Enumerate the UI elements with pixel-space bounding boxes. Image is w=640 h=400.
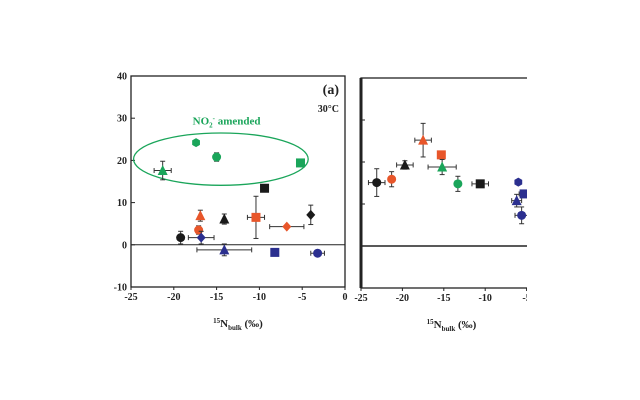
amended-ellipse xyxy=(132,132,309,186)
point-triangle xyxy=(399,159,410,170)
point-hexagon xyxy=(192,138,200,148)
point-circle xyxy=(313,248,323,258)
y-tick-label: 0 xyxy=(122,240,127,251)
condition-label: 30°C xyxy=(318,104,339,115)
point-square xyxy=(519,189,527,199)
x-tick-label: -25 xyxy=(124,292,137,303)
y-tick-label: 20 xyxy=(117,156,127,167)
xlabel-main: N xyxy=(434,319,442,331)
data-point xyxy=(414,122,432,158)
point-hexagon xyxy=(514,177,523,187)
xlabel-sub: bulk xyxy=(442,325,456,333)
x-tick-label: -15 xyxy=(437,293,450,304)
data-point xyxy=(212,152,222,162)
amended-rest: amended xyxy=(215,116,261,128)
x-tick-label: -5 xyxy=(298,292,306,303)
plot-frame xyxy=(130,75,346,288)
data-point xyxy=(471,179,490,189)
data-point xyxy=(153,160,172,181)
y-tick-label: 10 xyxy=(117,198,127,209)
xlabel-sub: bulk xyxy=(228,324,242,332)
data-point xyxy=(453,175,463,192)
point-triangle xyxy=(219,244,230,255)
data-point xyxy=(246,195,266,239)
data-point xyxy=(219,213,230,225)
point-circle xyxy=(176,233,186,243)
panel-label: (a) xyxy=(323,83,340,98)
amended-sub: 2 xyxy=(209,122,213,130)
data-point xyxy=(427,158,457,176)
amended-main: NO xyxy=(193,116,210,128)
point-circle xyxy=(372,178,382,188)
data-point xyxy=(187,230,215,245)
point-circle xyxy=(387,174,397,184)
point-triangle xyxy=(219,213,230,224)
data-point xyxy=(310,248,325,258)
point-square xyxy=(260,183,270,193)
xlabel-sup: 15 xyxy=(213,317,221,325)
data-point xyxy=(195,209,206,222)
data-point xyxy=(196,243,253,257)
x-tick-label: -15 xyxy=(210,292,223,303)
x-tick-label: -5 xyxy=(522,293,530,304)
x-tick-label: -10 xyxy=(479,293,492,304)
data-point xyxy=(396,159,414,170)
point-diamond xyxy=(196,232,206,243)
data-point xyxy=(192,138,200,148)
amended-sup: - xyxy=(213,115,216,123)
data-point xyxy=(518,189,527,199)
x-tick-label: -25 xyxy=(354,293,367,304)
point-square xyxy=(251,212,261,222)
y-tick-label: -10 xyxy=(114,283,127,294)
data-point xyxy=(436,150,446,160)
panel-b: -25 -20 -15 -10 -5 15Nbulk (‰) xyxy=(354,77,530,333)
point-square xyxy=(475,179,485,189)
data-point xyxy=(176,230,186,245)
x-tick-label: -20 xyxy=(396,293,409,304)
data-point xyxy=(194,225,204,235)
data-point xyxy=(367,168,386,197)
x-axis-label: 15Nbulk (‰) xyxy=(213,317,263,332)
y-tick-label: 40 xyxy=(117,72,127,83)
data-point xyxy=(270,247,280,257)
amended-label: NO2- amended xyxy=(193,115,261,130)
xlabel-rest: (‰) xyxy=(242,318,263,330)
x-tick-label: -20 xyxy=(167,292,180,303)
x-tick-label: -10 xyxy=(253,292,266,303)
x-axis-label: 15Nbulk (‰) xyxy=(427,318,477,333)
point-square xyxy=(295,158,305,168)
data-point xyxy=(260,183,270,193)
point-circle xyxy=(453,179,463,189)
data-point xyxy=(295,158,305,168)
point-diamond xyxy=(282,221,292,232)
point-triangle xyxy=(511,195,522,206)
x-tick-label: 0 xyxy=(343,292,348,303)
data-point xyxy=(514,177,523,187)
xlabel-sup: 15 xyxy=(427,318,435,326)
data-point xyxy=(514,206,527,225)
xlabel-rest: (‰) xyxy=(455,319,476,331)
point-circle xyxy=(212,152,222,162)
point-triangle xyxy=(195,210,206,221)
xlabel-main: N xyxy=(220,318,228,330)
point-diamond xyxy=(306,209,316,220)
point-circle xyxy=(194,225,204,235)
point-square xyxy=(270,247,280,257)
point-triangle xyxy=(418,134,429,145)
data-point xyxy=(511,193,523,208)
data-point xyxy=(306,204,316,226)
y-tick-label: 30 xyxy=(117,114,127,125)
point-triangle xyxy=(437,161,448,172)
point-square xyxy=(436,150,446,160)
data-point xyxy=(269,221,305,232)
data-point xyxy=(387,171,397,188)
point-triangle xyxy=(157,165,168,176)
point-circle xyxy=(517,210,527,220)
